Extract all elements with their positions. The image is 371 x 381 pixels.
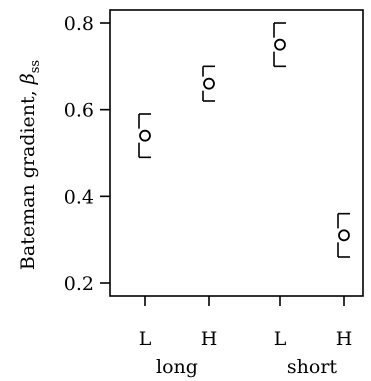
data-point-short-L [273, 22, 286, 68]
y-axis-title-text: Bateman gradient, [17, 84, 39, 270]
y-axis-title-subscript: ss [28, 60, 43, 73]
point-marker [274, 38, 286, 51]
data-point-long-H [202, 65, 215, 102]
data-point-long-L [138, 113, 151, 159]
y-tick-label: 0.2 [64, 273, 94, 295]
x-category-label: H [201, 328, 218, 350]
plot-frame [109, 9, 364, 297]
svg-text:Bateman gradient, βss: Bateman gradient, βss [17, 60, 43, 270]
x-category-label: L [139, 328, 152, 350]
y-tick-label: 0.6 [64, 100, 94, 122]
y-tick-label: 0.4 [64, 186, 94, 208]
point-marker [139, 129, 151, 142]
y-axis-title: Bateman gradient, βss [17, 60, 43, 270]
y-tick-label: 0.8 [64, 13, 94, 35]
point-marker [338, 229, 350, 242]
x-category-label: H [336, 328, 353, 350]
x-group-label: short [287, 356, 338, 378]
point-marker [203, 77, 215, 90]
data-point-short-H [337, 212, 350, 258]
y-axis: 0.2 0.4 0.6 0.8 [64, 13, 110, 295]
data-points [138, 22, 350, 258]
y-axis-title-symbol: β [17, 73, 39, 85]
x-category-label: L [274, 328, 287, 350]
x-group-label: long [156, 356, 198, 378]
